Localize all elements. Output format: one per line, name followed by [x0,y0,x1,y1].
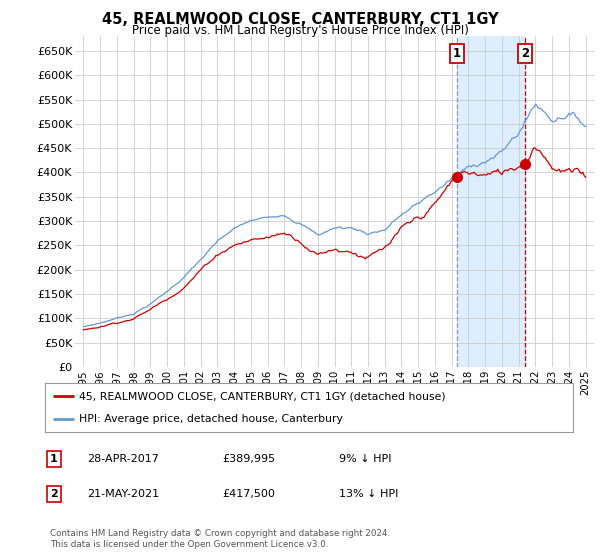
Text: 2: 2 [50,489,58,499]
Text: 1: 1 [50,454,58,464]
Text: £389,995: £389,995 [222,454,275,464]
Text: £417,500: £417,500 [222,489,275,499]
Text: 1: 1 [453,47,461,60]
Text: 2: 2 [521,47,529,60]
Text: Price paid vs. HM Land Registry's House Price Index (HPI): Price paid vs. HM Land Registry's House … [131,24,469,36]
Text: Contains HM Land Registry data © Crown copyright and database right 2024.
This d: Contains HM Land Registry data © Crown c… [50,529,390,549]
Text: 28-APR-2017: 28-APR-2017 [87,454,159,464]
Text: 21-MAY-2021: 21-MAY-2021 [87,489,159,499]
Text: HPI: Average price, detached house, Canterbury: HPI: Average price, detached house, Cant… [79,414,343,424]
Text: 9% ↓ HPI: 9% ↓ HPI [339,454,391,464]
Text: 45, REALMWOOD CLOSE, CANTERBURY, CT1 1GY: 45, REALMWOOD CLOSE, CANTERBURY, CT1 1GY [101,12,499,27]
Text: 13% ↓ HPI: 13% ↓ HPI [339,489,398,499]
Text: 45, REALMWOOD CLOSE, CANTERBURY, CT1 1GY (detached house): 45, REALMWOOD CLOSE, CANTERBURY, CT1 1GY… [79,391,446,402]
Bar [457,36,525,367]
